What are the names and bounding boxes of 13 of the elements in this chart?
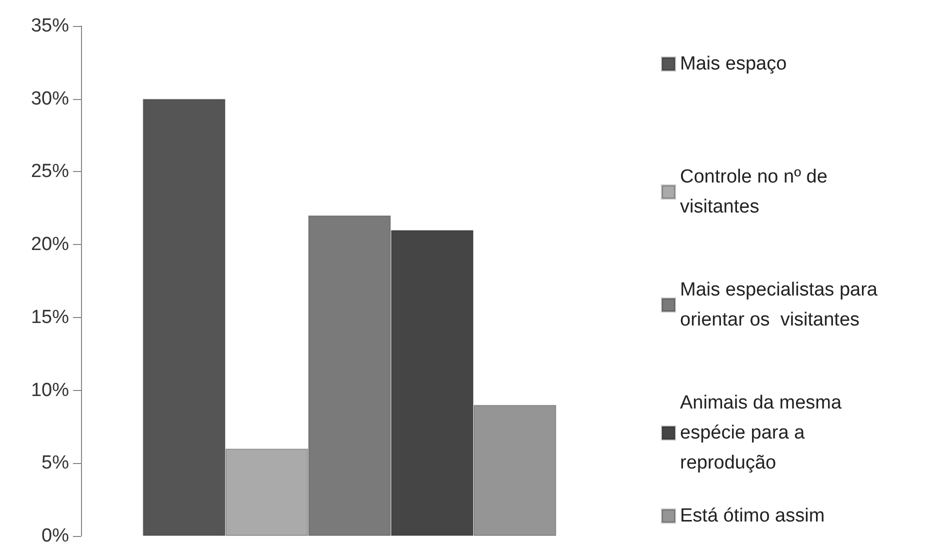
legend-label: Mais espaço: [680, 54, 787, 74]
y-tick-label: 30%: [30, 88, 70, 110]
y-tick-label: 0%: [42, 526, 70, 546]
legend-label: Animais da mesma espécie para a reprodução: [680, 392, 847, 474]
y-tick-label: 10%: [30, 380, 70, 401]
legend-label: Está ótimo assim: [680, 506, 825, 526]
legend-label: Mais especialistas para orientar os visitantes: [680, 280, 883, 330]
y-tick-label: 25%: [30, 161, 70, 182]
y-tick-label: 5%: [42, 452, 70, 474]
y-tick-label: 35%: [30, 16, 70, 36]
legend-label: Controle no nº de visitantes: [680, 166, 833, 218]
y-tick-label: 20%: [30, 234, 70, 256]
y-tick-label: 15%: [30, 306, 70, 328]
